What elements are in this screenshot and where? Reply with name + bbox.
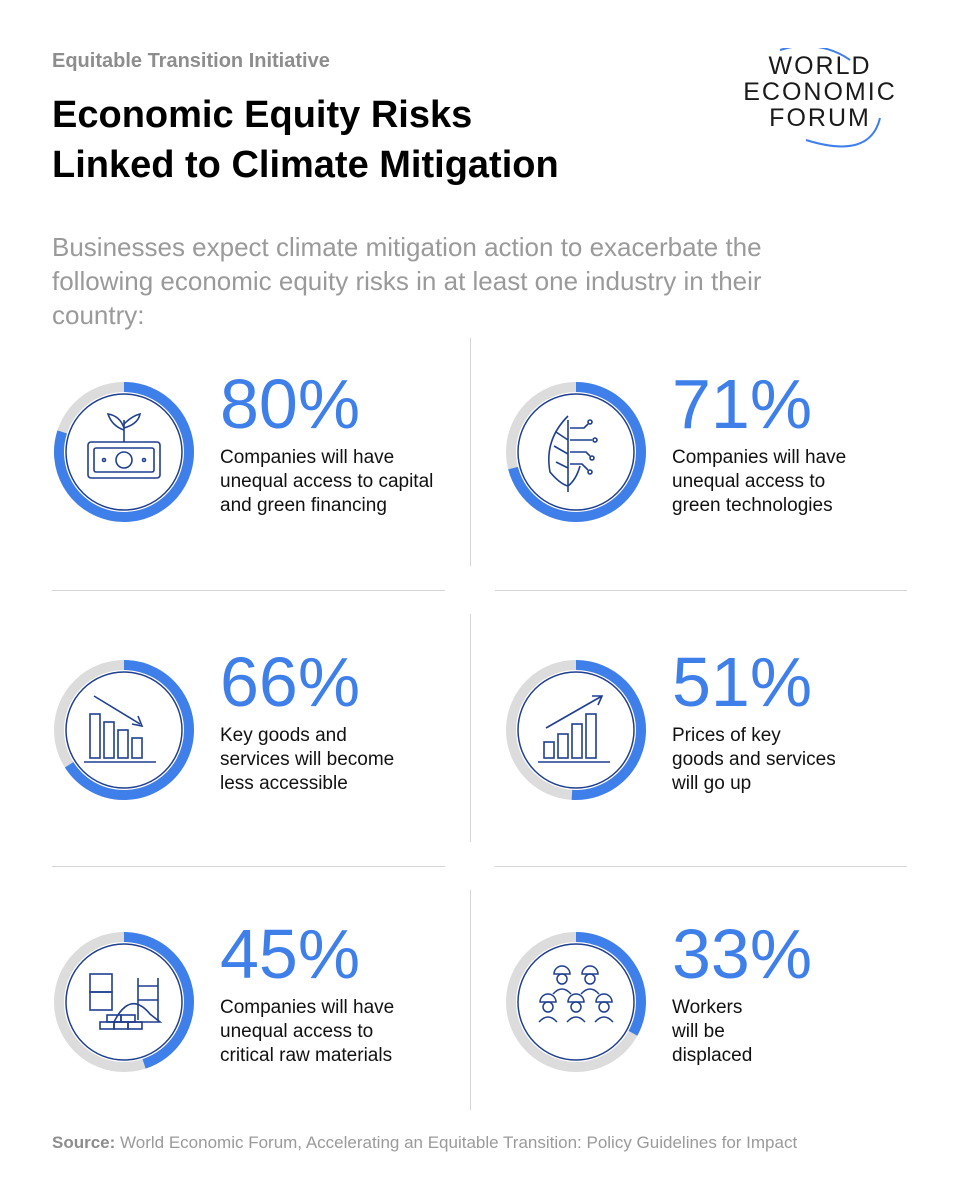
desc-line: and green financing <box>220 495 387 516</box>
kicker: Equitable Transition Initiative <box>52 50 330 72</box>
divider-horizontal <box>52 590 445 591</box>
donut-ring <box>54 932 194 1072</box>
divider-vertical <box>470 614 471 842</box>
desc-line: Prices of key <box>672 725 781 746</box>
logo-line: WORLD <box>768 52 872 80</box>
desc-line: critical raw materials <box>220 1045 393 1066</box>
desc-line: unequal access to <box>220 1021 374 1042</box>
desc-line: displaced <box>672 1045 753 1066</box>
desc-line: will go up <box>672 773 752 794</box>
divider-horizontal <box>495 866 907 867</box>
desc-line: unequal access to <box>672 471 826 492</box>
desc-line: goods and services <box>672 749 836 770</box>
stat-value: 33% <box>672 915 813 993</box>
divider-vertical <box>470 338 471 566</box>
stat-description: Key goods and services will become less … <box>220 724 460 796</box>
stat-description: Prices of key goods and services will go… <box>672 724 912 796</box>
stat-value: 66% <box>220 643 361 721</box>
stat-description: Workers will be displaced <box>672 996 912 1068</box>
desc-line: less accessible <box>220 773 348 794</box>
subtitle: Businesses expect climate mitigation act… <box>52 232 762 330</box>
donut-inner <box>517 671 635 789</box>
desc-line: will be <box>672 1021 725 1042</box>
donut-ring <box>54 660 194 800</box>
desc-line: Companies will have <box>220 997 395 1018</box>
title-line: Linked to Climate Mitigation <box>52 144 559 186</box>
desc-line: Companies will have <box>220 447 395 468</box>
donut-ring <box>506 660 646 800</box>
donut-arc <box>123 932 194 1069</box>
stat-value: 45% <box>220 915 361 993</box>
donut-ring <box>506 382 646 522</box>
donut-arc <box>571 660 646 800</box>
stat-description: Companies will have unequal access to ca… <box>220 446 460 518</box>
donut-arc <box>508 382 646 522</box>
money-plant-icon <box>87 412 161 479</box>
stat-card: 71% Companies will have unequal access t… <box>504 365 924 540</box>
donut-arc <box>64 660 194 800</box>
desc-line: Key goods and <box>220 725 347 746</box>
stat-description: Companies will have unequal access to gr… <box>672 446 912 518</box>
divider-horizontal <box>52 866 445 867</box>
stat-card: 45% Companies will have unequal access t… <box>52 915 472 1090</box>
wef-logo: WORLD ECONOMIC FORUM <box>720 48 920 158</box>
desc-line: Workers <box>672 997 743 1018</box>
stat-value: 80% <box>220 365 361 443</box>
stat-card: 51% Prices of key goods and services wil… <box>504 643 924 818</box>
workers-icon <box>538 965 614 1023</box>
stat-card: 66% Key goods and services will become l… <box>52 643 472 818</box>
donut-arc <box>54 382 194 522</box>
title-line: Economic Equity Risks <box>52 94 473 136</box>
raw-materials-icon <box>89 973 163 1030</box>
divider-horizontal <box>495 590 907 591</box>
logo-arc-icon <box>779 48 881 148</box>
stat-description: Companies will have unequal access to cr… <box>220 996 460 1068</box>
stat-card: 33% Workers will be displaced <box>504 915 924 1090</box>
chart-up-icon <box>538 695 610 763</box>
logo-line: ECONOMIC <box>743 78 897 106</box>
desc-line: green technologies <box>672 495 833 516</box>
source-note: Source: World Economic Forum, Accelerati… <box>52 1133 797 1153</box>
donut-arc <box>575 932 646 1036</box>
divider-vertical <box>470 890 471 1110</box>
stat-card: 80% Companies will have unequal access t… <box>52 365 472 540</box>
donut-ring <box>54 382 194 522</box>
desc-line: Companies will have <box>672 447 847 468</box>
source-label: Source: <box>52 1133 116 1152</box>
stat-value: 51% <box>672 643 813 721</box>
stat-value: 71% <box>672 365 813 443</box>
page-title: Economic Equity Risks Linked to Climate … <box>52 90 692 190</box>
logo-line: FORUM <box>769 104 871 132</box>
donut-ring <box>506 932 646 1072</box>
tech-leaf-icon <box>548 415 598 492</box>
source-text: World Economic Forum, Accelerating an Eq… <box>115 1133 798 1152</box>
desc-line: unequal access to capital <box>220 471 434 492</box>
donut-inner <box>65 943 183 1061</box>
desc-line: services will become <box>220 749 395 770</box>
chart-down-icon <box>84 695 156 763</box>
